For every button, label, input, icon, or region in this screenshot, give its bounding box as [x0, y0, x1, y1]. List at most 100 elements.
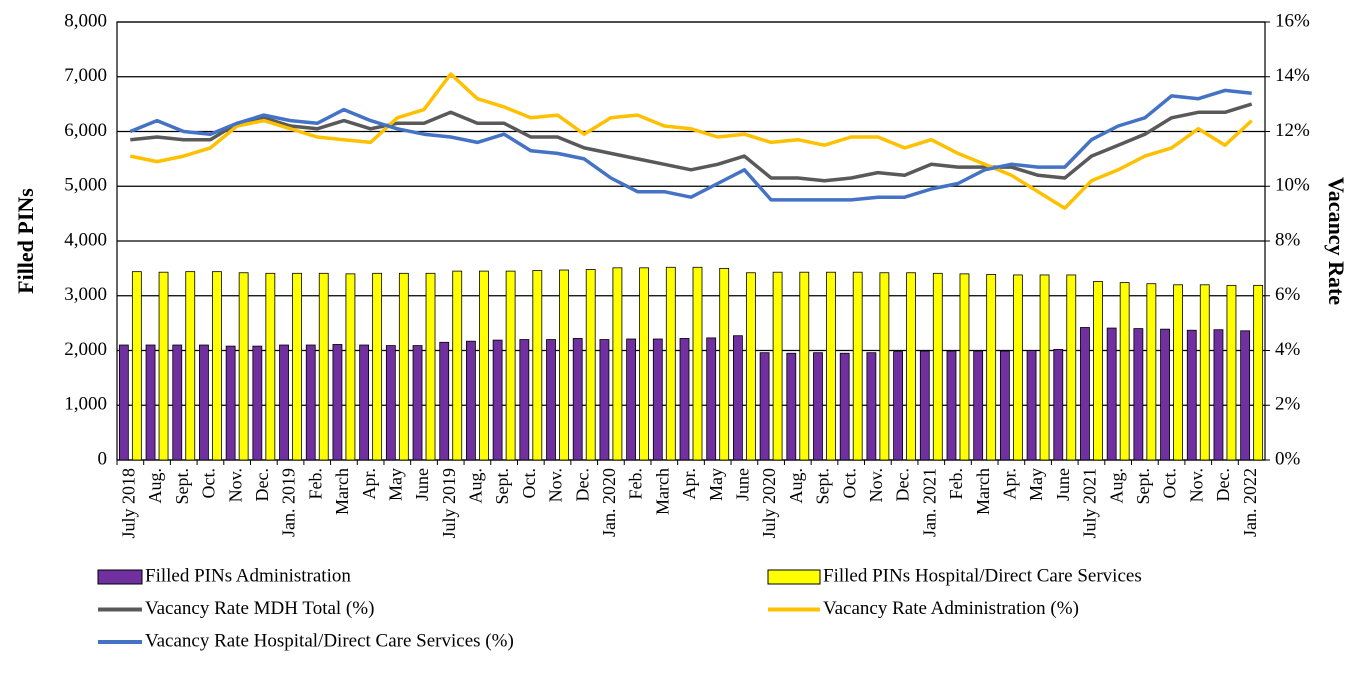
x-tick-label: Oct. — [839, 468, 859, 499]
y-axis-title: Filled PINs — [13, 188, 38, 294]
bar — [439, 341, 450, 461]
bar — [185, 271, 196, 461]
bar — [959, 273, 970, 461]
bar — [1186, 329, 1197, 461]
bar — [919, 350, 930, 461]
y2-tick-label: 16% — [1275, 10, 1310, 31]
x-tick-label: Jan. 2019 — [279, 468, 299, 537]
bar — [199, 344, 209, 461]
bar — [679, 338, 690, 461]
bar — [745, 272, 756, 461]
bar — [1080, 327, 1090, 461]
bar — [1213, 329, 1224, 461]
x-tick-label: May — [385, 468, 405, 501]
legend-label: Vacancy Rate MDH Total (%) — [145, 598, 374, 619]
bar — [852, 271, 863, 461]
bar — [1053, 349, 1064, 461]
bar — [1160, 328, 1170, 461]
bar — [1199, 284, 1210, 461]
bar — [1133, 328, 1144, 461]
bar — [412, 345, 423, 461]
bar — [332, 344, 343, 461]
x-tick-label: Jan. 2020 — [599, 468, 619, 537]
x-tick-label: July 2018 — [118, 468, 138, 539]
bar — [559, 269, 569, 461]
bar — [546, 339, 556, 461]
bar — [826, 271, 836, 461]
x-tick-label: Dec. — [893, 468, 913, 501]
y2-tick-label: 6% — [1275, 284, 1301, 305]
bar — [799, 271, 810, 461]
bar — [879, 272, 890, 461]
y2-tick-label: 0% — [1275, 448, 1301, 469]
x-tick-label: July 2020 — [759, 468, 779, 539]
bar — [759, 352, 770, 461]
bar — [279, 344, 289, 461]
x-tick-label: Dec. — [1213, 468, 1233, 501]
x-tick-label: Nov. — [546, 468, 566, 502]
bar — [158, 271, 169, 461]
x-tick-label: June — [412, 468, 432, 501]
x-tick-label: June — [1053, 468, 1073, 501]
bar — [118, 344, 129, 461]
x-tick-label: Aug. — [145, 468, 165, 504]
x-tick-label: Apr. — [999, 468, 1019, 500]
x-tick-label: Aug. — [466, 468, 486, 504]
bar — [1146, 283, 1157, 461]
bar — [131, 271, 142, 461]
bar — [212, 271, 222, 461]
x-tick-label: Jan. 2021 — [919, 468, 939, 537]
bar — [1093, 281, 1103, 461]
plot-border — [116, 21, 1266, 461]
y2-tick-label: 10% — [1275, 175, 1310, 196]
bar — [839, 352, 850, 461]
x-tick-label: March — [973, 468, 993, 515]
x-tick-label: July 2021 — [1080, 468, 1100, 539]
x-tick-label: Feb. — [305, 468, 325, 500]
bar — [813, 352, 823, 461]
bar — [665, 266, 676, 461]
x-tick-label: Feb. — [626, 468, 646, 500]
x-tick-label: Sept. — [172, 468, 192, 505]
y2-tick-label: 2% — [1275, 394, 1301, 415]
x-tick-label: Dec. — [252, 468, 272, 501]
bar — [946, 350, 957, 461]
y-tick-label: 3,000 — [64, 284, 107, 305]
x-tick-label: Sept. — [813, 468, 833, 505]
bar — [398, 272, 409, 461]
bar — [492, 339, 503, 461]
bar — [612, 267, 623, 461]
bar — [359, 344, 370, 461]
bar — [505, 270, 516, 461]
x-tick-label: July 2019 — [439, 468, 459, 539]
bar — [772, 271, 783, 461]
bar — [265, 272, 276, 461]
bar — [706, 337, 717, 461]
bar — [385, 345, 396, 461]
legend-label: Vacancy Rate Hospital/Direct Care Servic… — [145, 630, 514, 651]
y-tick-label: 7,000 — [64, 65, 107, 86]
bar — [305, 344, 316, 461]
bar — [172, 344, 183, 461]
x-tick-label: Sept. — [1133, 468, 1153, 505]
y-tick-label: 6,000 — [64, 120, 107, 141]
bar — [866, 352, 877, 461]
bar — [999, 350, 1010, 461]
x-tick-label: Aug. — [786, 468, 806, 504]
y2-tick-label: 14% — [1275, 65, 1310, 86]
bar — [1226, 284, 1237, 461]
x-tick-label: Aug. — [1106, 468, 1126, 504]
line-series — [130, 102, 1253, 183]
y-tick-label: 4,000 — [64, 229, 107, 250]
legend-marker — [97, 569, 143, 585]
bar — [292, 272, 302, 461]
bar — [652, 338, 663, 461]
x-tick-label: Nov. — [225, 468, 245, 502]
legend-label: Filled PINs Hospital/Direct Care Service… — [823, 565, 1142, 586]
x-tick-label: Jan. 2022 — [1240, 468, 1260, 537]
y-tick-label: 2,000 — [64, 339, 107, 360]
bar — [238, 272, 249, 461]
x-tick-label: Sept. — [492, 468, 512, 505]
bar — [626, 338, 637, 461]
bar — [973, 350, 984, 461]
